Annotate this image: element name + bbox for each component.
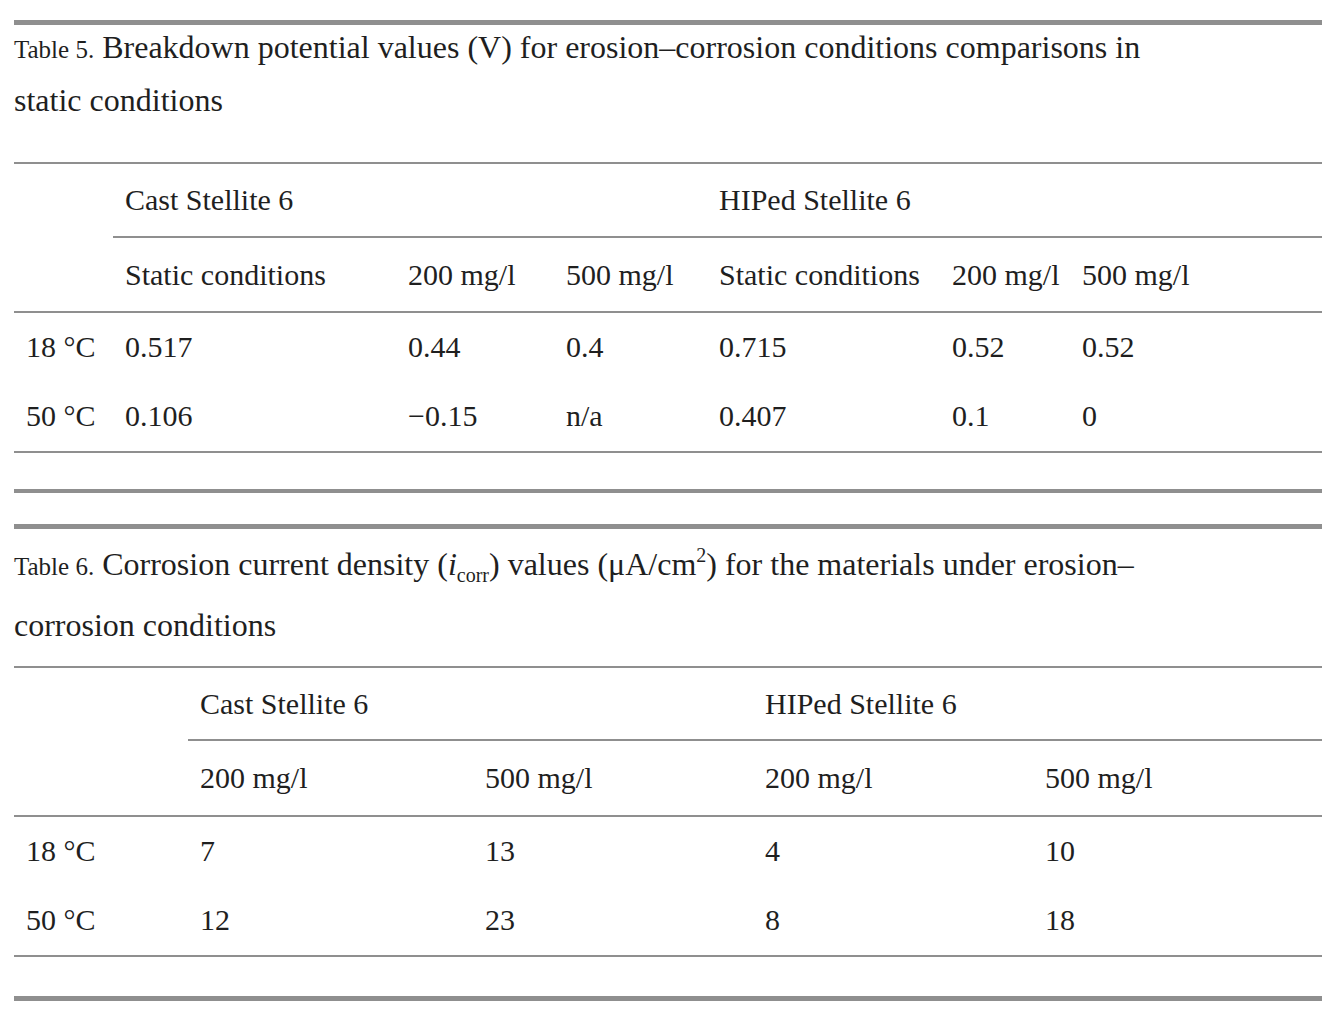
table5-group-hiped: HIPed Stellite 6 <box>707 163 1322 237</box>
table5-cell: 0.4 <box>554 312 707 380</box>
table5-cell: 0.52 <box>940 312 1070 380</box>
table5-cell: 0.407 <box>707 380 940 452</box>
table5-cell: −0.15 <box>396 380 554 452</box>
table5-row-label: 18 °C <box>14 312 113 380</box>
table6-caption-part3: ) for the materials under erosion– <box>706 546 1133 582</box>
table6-cell: 13 <box>473 816 753 885</box>
table6-bottom-rule <box>14 996 1322 1001</box>
table5-subheader-cell: Static conditions <box>113 237 396 312</box>
icorr-subscript: corr <box>457 564 489 586</box>
table5-group-stub <box>14 163 113 237</box>
table5-bottom-rule <box>14 489 1322 493</box>
table5-row-18c: 18 °C 0.517 0.44 0.4 0.715 0.52 0.52 <box>14 312 1322 380</box>
table6-cell: 12 <box>188 885 473 956</box>
table6-subheader-cell: 500 mg/l <box>1033 740 1322 816</box>
table5-caption: Table 5. Breakdown potential values (V) … <box>14 22 1322 125</box>
table6-cell: 10 <box>1033 816 1322 885</box>
table-5: Cast Stellite 6 HIPed Stellite 6 Static … <box>14 162 1322 453</box>
table5-cell: 0.1 <box>940 380 1070 452</box>
table5-group-cast: Cast Stellite 6 <box>113 163 707 237</box>
table6-cell: 18 <box>1033 885 1322 956</box>
table5-subheader-cell: 200 mg/l <box>940 237 1070 312</box>
table5-subheader-cell: 200 mg/l <box>396 237 554 312</box>
table6-caption: Table 6. Corrosion current density (icor… <box>14 530 1322 650</box>
table6-subheader-stub <box>14 740 188 816</box>
table6-cell: 7 <box>188 816 473 885</box>
table6-caption-label: Table 6. <box>14 553 94 580</box>
table5-subheader-stub <box>14 237 113 312</box>
cm2-superscript: 2 <box>696 544 706 566</box>
table6-top-rule <box>14 524 1322 529</box>
table6-caption-part2: ) values (μA/cm <box>489 546 696 582</box>
table6-subheader-cell: 500 mg/l <box>473 740 753 816</box>
table6-group-cast: Cast Stellite 6 <box>188 667 753 740</box>
table5-subheader-cell: 500 mg/l <box>554 237 707 312</box>
table6-cell: 8 <box>753 885 1033 956</box>
table6-subheader-row: 200 mg/l 500 mg/l 200 mg/l 500 mg/l <box>14 740 1322 816</box>
table6-group-header-row: Cast Stellite 6 HIPed Stellite 6 <box>14 667 1322 740</box>
icorr-symbol: i <box>448 546 457 582</box>
table6-cell: 4 <box>753 816 1033 885</box>
table6-row-18c: 18 °C 7 13 4 10 <box>14 816 1322 885</box>
table6-caption-part1: Corrosion current density ( <box>102 546 448 582</box>
table5-cell: n/a <box>554 380 707 452</box>
table5-subheader-cell: 500 mg/l <box>1070 237 1322 312</box>
table5-cell: 0.715 <box>707 312 940 380</box>
table5-caption-line1: Breakdown potential values (V) for erosi… <box>102 29 1140 65</box>
table5-cell: 0.106 <box>113 380 396 452</box>
table6-group-stub <box>14 667 188 740</box>
table5-subheader-row: Static conditions 200 mg/l 500 mg/l Stat… <box>14 237 1322 312</box>
table5-subheader-cell: Static conditions <box>707 237 940 312</box>
table5-caption-label: Table 5. <box>14 36 94 63</box>
table5-group-header-row: Cast Stellite 6 HIPed Stellite 6 <box>14 163 1322 237</box>
table6-row-label: 50 °C <box>14 885 188 956</box>
table5-cell: 0 <box>1070 380 1322 452</box>
table6-subheader-cell: 200 mg/l <box>753 740 1033 816</box>
table6-caption-line2: corrosion conditions <box>14 600 1322 650</box>
table6-row-label: 18 °C <box>14 816 188 885</box>
table5-cell: 0.44 <box>396 312 554 380</box>
table5-row-label: 50 °C <box>14 380 113 452</box>
table6-cell: 23 <box>473 885 753 956</box>
table-6: Cast Stellite 6 HIPed Stellite 6 200 mg/… <box>14 666 1322 957</box>
table6-subheader-cell: 200 mg/l <box>188 740 473 816</box>
document-page: Table 5. Breakdown potential values (V) … <box>0 0 1336 1032</box>
table5-cell: 0.517 <box>113 312 396 380</box>
table5-caption-line2: static conditions <box>14 75 1322 125</box>
table5-row-50c: 50 °C 0.106 −0.15 n/a 0.407 0.1 0 <box>14 380 1322 452</box>
table5-cell: 0.52 <box>1070 312 1322 380</box>
table6-group-hiped: HIPed Stellite 6 <box>753 667 1322 740</box>
table6-row-50c: 50 °C 12 23 8 18 <box>14 885 1322 956</box>
